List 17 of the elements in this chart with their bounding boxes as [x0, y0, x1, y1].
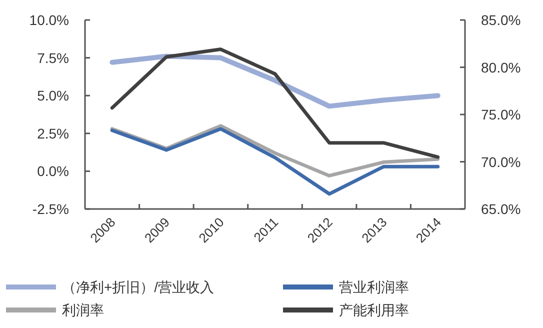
y2-tick-label: 70.0% — [481, 154, 521, 170]
legend-label: 利润率 — [62, 302, 104, 318]
y-tick-label: -2.5% — [32, 201, 69, 217]
line-series — [110, 48, 440, 159]
y2-tick-label: 65.0% — [481, 201, 521, 217]
y-tick-label: 5.0% — [37, 88, 69, 104]
y-tick-label: 10.0% — [29, 12, 69, 28]
y-tick-label: 0.0% — [37, 163, 69, 180]
y-tick-label: 2.5% — [37, 125, 69, 142]
legend-label: 营业利润率 — [339, 279, 409, 295]
y2-tick-label: 80.0% — [481, 59, 521, 76]
y2-tick-label: 85.0% — [481, 12, 521, 28]
legend-label: 产能利用率 — [339, 302, 409, 318]
line-series — [110, 127, 440, 196]
legend-label: （净利+折旧）/营业收入 — [62, 279, 214, 295]
y2-tick-label: 75.0% — [481, 106, 521, 122]
y-tick-label: 7.5% — [37, 50, 69, 66]
